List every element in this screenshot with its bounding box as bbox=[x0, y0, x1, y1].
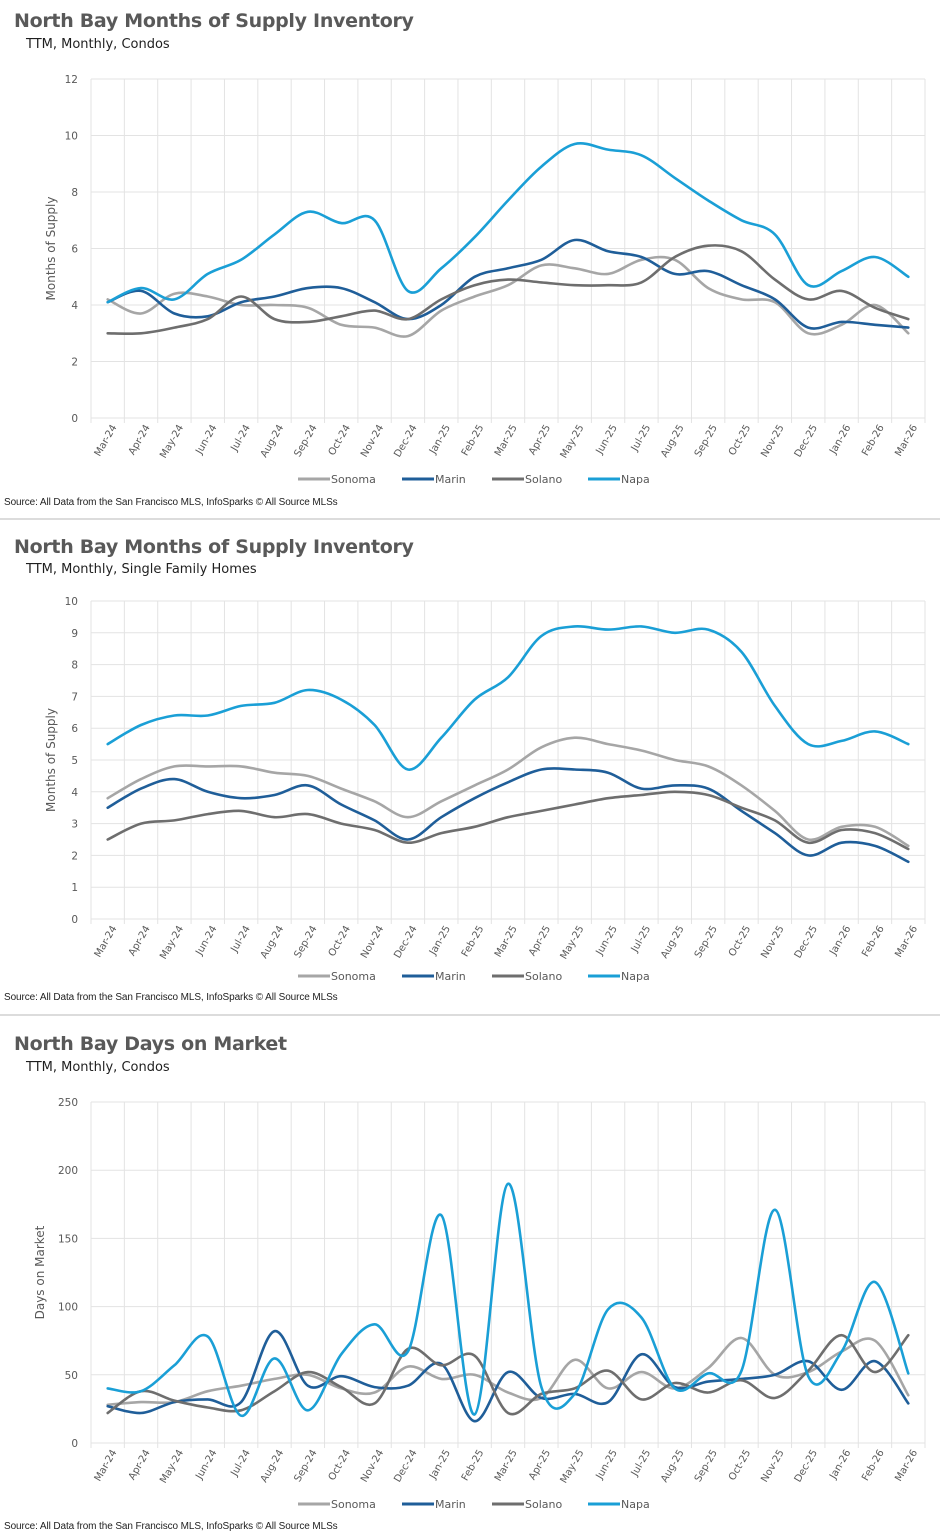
x-tick-label: Oct-24 bbox=[327, 1448, 353, 1483]
x-tick-label: Jul-24 bbox=[229, 1448, 253, 1479]
x-tick-label: Dec-24 bbox=[392, 1448, 419, 1484]
chart-subtitle: TTM, Monthly, Single Family Homes bbox=[26, 562, 257, 577]
legend-label-sonoma: Sonoma bbox=[331, 1498, 376, 1511]
y-tick-label: 0 bbox=[71, 413, 78, 425]
x-tick-label: Jan-26 bbox=[827, 1448, 853, 1482]
x-tick-label: May-24 bbox=[158, 1448, 186, 1485]
legend-label-napa: Napa bbox=[621, 1498, 650, 1511]
chart-subtitle: TTM, Monthly, Condos bbox=[26, 1060, 170, 1075]
legend-label-marin: Marin bbox=[435, 1498, 466, 1511]
y-tick-label: 10 bbox=[65, 131, 78, 143]
y-tick-label: 200 bbox=[58, 1165, 78, 1177]
y-tick-label: 2 bbox=[71, 357, 78, 369]
legend-label-solano: Solano bbox=[525, 1498, 562, 1511]
legend: Sonoma Marin Solano Napa bbox=[298, 1498, 650, 1511]
series-group bbox=[106, 624, 910, 864]
y-tick-label: 3 bbox=[71, 819, 78, 831]
x-tick-label: Feb-26 bbox=[860, 1448, 887, 1483]
series-group bbox=[106, 142, 910, 338]
y-tick-label: 0 bbox=[71, 914, 78, 926]
x-tick-label: Feb-25 bbox=[460, 1448, 487, 1483]
y-tick-label: 100 bbox=[58, 1302, 78, 1314]
legend: Sonoma Marin Solano Napa bbox=[298, 473, 650, 486]
chart-panel-condos-supply: North Bay Months of Supply Inventory TTM… bbox=[0, 0, 940, 518]
y-tick-label: 9 bbox=[71, 628, 78, 640]
legend-label-napa: Napa bbox=[621, 473, 650, 486]
legend-label-sonoma: Sonoma bbox=[331, 473, 376, 486]
y-axis-label: Months of Supply bbox=[44, 708, 58, 812]
y-tick-label: 8 bbox=[71, 187, 78, 199]
x-tick-label: Nov-24 bbox=[359, 1448, 386, 1484]
gridlines bbox=[90, 1101, 926, 1448]
legend-label-marin: Marin bbox=[435, 473, 466, 486]
source-note: Source: All Data from the San Francisco … bbox=[4, 992, 338, 1003]
y-tick-label: 7 bbox=[71, 691, 78, 703]
y-tick-label: 4 bbox=[71, 300, 78, 312]
x-tick-label: Mar-26 bbox=[893, 1448, 920, 1483]
source-note: Source: All Data from the San Francisco … bbox=[4, 497, 338, 508]
x-tick-label: Jan-25 bbox=[427, 1448, 453, 1482]
y-tick-label: 50 bbox=[65, 1370, 78, 1382]
y-axis-label: Days on Market bbox=[33, 1225, 47, 1319]
x-tick-label: Dec-25 bbox=[793, 1448, 820, 1484]
y-tick-label: 10 bbox=[65, 596, 78, 608]
divider bbox=[0, 1014, 940, 1016]
source-note: Source: All Data from the San Francisco … bbox=[4, 1521, 338, 1532]
x-tick-label: Sep-24 bbox=[293, 1448, 320, 1484]
y-tick-label: 1 bbox=[71, 882, 78, 894]
chart-subtitle: TTM, Monthly, Condos bbox=[26, 37, 170, 52]
legend-label-sonoma: Sonoma bbox=[331, 970, 376, 983]
x-tick-label: Jun-25 bbox=[594, 1448, 620, 1482]
chart-panel-sfh-supply: North Bay Months of Supply Inventory TTM… bbox=[4, 536, 926, 1003]
legend-label-napa: Napa bbox=[621, 970, 650, 983]
series-line-napa bbox=[106, 142, 910, 304]
y-tick-label: 4 bbox=[71, 787, 78, 799]
legend-label-marin: Marin bbox=[435, 970, 466, 983]
x-tick-label: Jul-25 bbox=[629, 1448, 653, 1479]
y-tick-label: 150 bbox=[58, 1233, 78, 1245]
legend-label-solano: Solano bbox=[525, 970, 562, 983]
y-tick-label: 6 bbox=[71, 244, 78, 256]
x-tick-label: Mar-25 bbox=[493, 1448, 520, 1483]
y-tick-label: 6 bbox=[71, 723, 78, 735]
series-line-napa bbox=[106, 1182, 910, 1417]
x-tick-label: Jun-24 bbox=[194, 1448, 220, 1482]
legend-label-solano: Solano bbox=[525, 473, 562, 486]
gridlines bbox=[90, 78, 926, 423]
chart-title: North Bay Days on Market bbox=[14, 1033, 287, 1055]
series-line-solano bbox=[106, 1333, 910, 1416]
gridlines bbox=[90, 600, 926, 924]
chart-title: North Bay Months of Supply Inventory bbox=[14, 10, 414, 32]
x-tick-label: Sep-25 bbox=[693, 1448, 720, 1484]
y-tick-label: 12 bbox=[65, 74, 78, 86]
x-tick-label: Aug-25 bbox=[659, 1448, 686, 1485]
x-tick-label: Mar-24 bbox=[93, 1448, 120, 1483]
x-tick-label: Oct-25 bbox=[727, 1448, 753, 1483]
y-tick-label: 2 bbox=[71, 850, 78, 862]
y-tick-label: 0 bbox=[71, 1438, 78, 1450]
divider bbox=[0, 518, 940, 520]
chart-title: North Bay Months of Supply Inventory bbox=[14, 536, 414, 558]
x-tick-label: May-25 bbox=[559, 1448, 587, 1485]
x-tick-label: Apr-25 bbox=[527, 1448, 553, 1482]
x-tick-label: Apr-24 bbox=[127, 1448, 153, 1482]
y-tick-label: 5 bbox=[71, 755, 78, 767]
y-axis-label: Months of Supply bbox=[44, 197, 58, 301]
y-tick-label: 250 bbox=[58, 1097, 78, 1109]
series-group bbox=[106, 1182, 910, 1423]
x-tick-label: Nov-25 bbox=[759, 1448, 786, 1484]
x-tick-label: Aug-24 bbox=[259, 1448, 286, 1485]
series-line-marin bbox=[106, 1329, 910, 1423]
legend: Sonoma Marin Solano Napa bbox=[298, 970, 650, 983]
y-tick-label: 8 bbox=[71, 660, 78, 672]
